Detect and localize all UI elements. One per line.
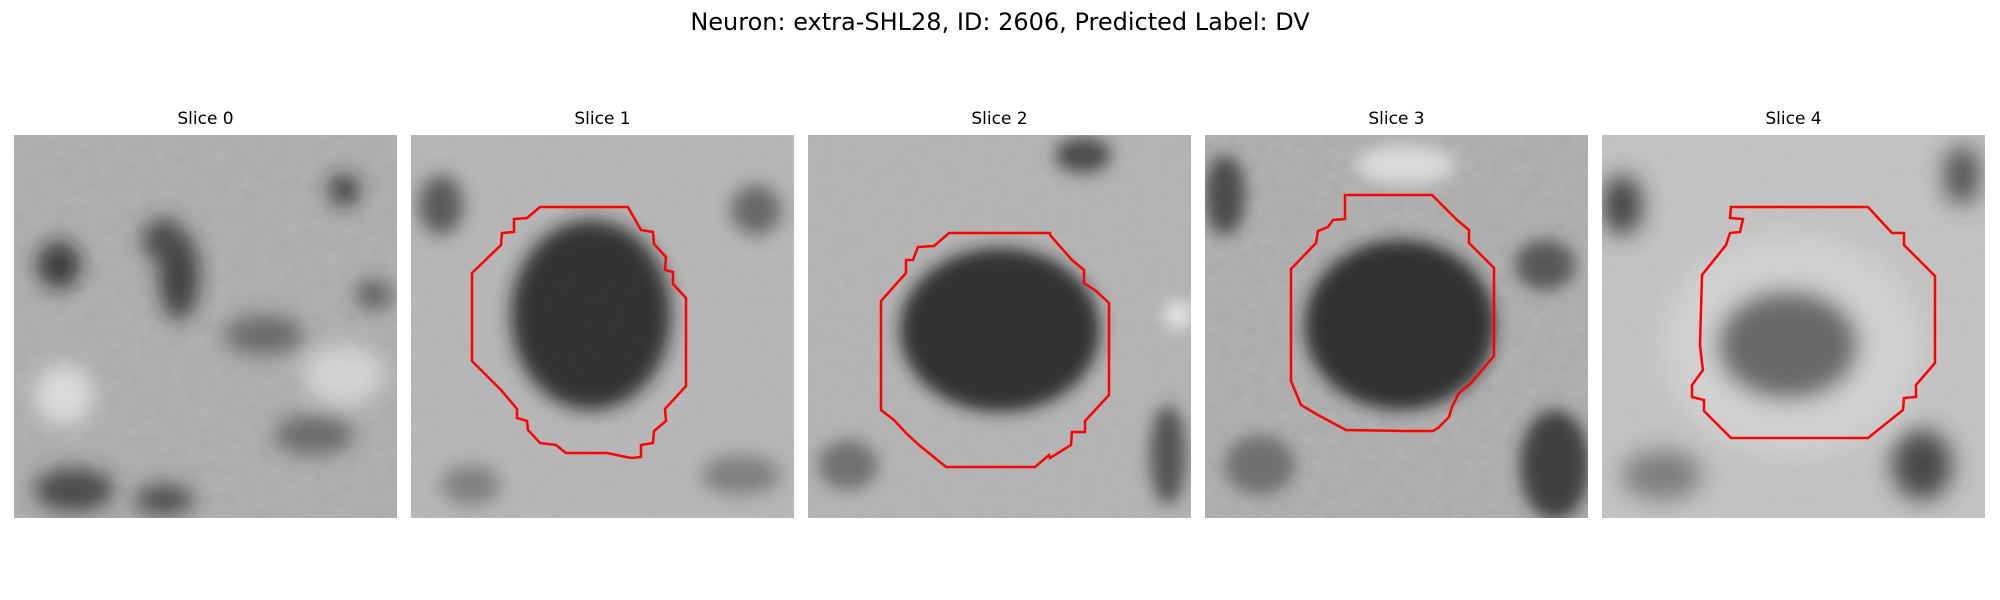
slice-image-3 bbox=[1205, 135, 1588, 518]
slice-image-4 bbox=[1602, 135, 1985, 518]
slice-title: Slice 0 bbox=[177, 109, 234, 129]
slice-title: Slice 3 bbox=[1368, 109, 1425, 129]
slice-title: Slice 1 bbox=[574, 109, 631, 129]
slice-title: Slice 2 bbox=[971, 109, 1028, 129]
slice-image-1 bbox=[411, 135, 794, 518]
roi-contour bbox=[470, 205, 688, 460]
slice-image-0 bbox=[14, 135, 397, 518]
slice-image-2 bbox=[808, 135, 1191, 518]
roi-contour bbox=[1690, 205, 1937, 440]
figure-title: Neuron: extra-SHL28, ID: 2606, Predicted… bbox=[690, 8, 1310, 36]
roi-contour bbox=[1289, 193, 1496, 433]
roi-contour bbox=[879, 231, 1111, 469]
slice-title: Slice 4 bbox=[1765, 109, 1822, 129]
